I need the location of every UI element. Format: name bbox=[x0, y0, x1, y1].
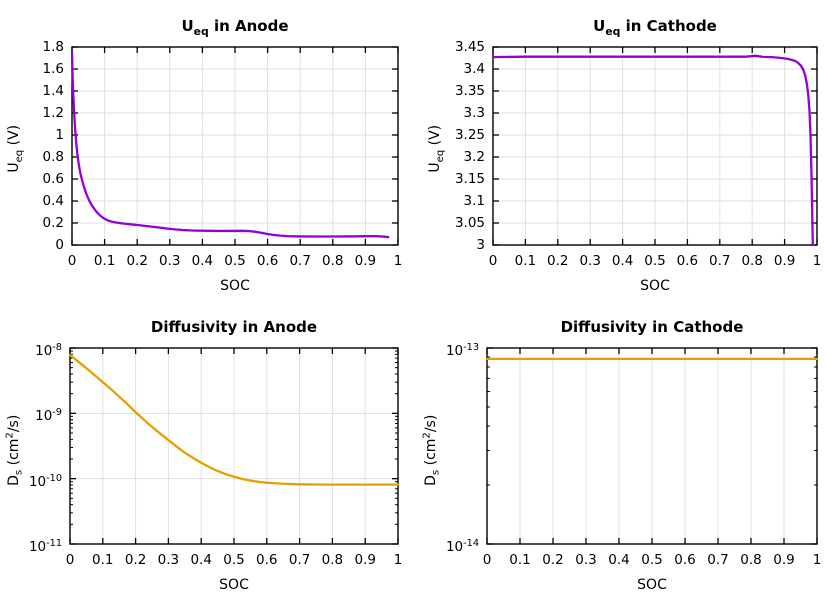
y-tick-label: 0 bbox=[55, 237, 64, 253]
x-tick-label: 0 bbox=[67, 253, 77, 269]
x-tick-label: 0.7 bbox=[289, 253, 311, 269]
y-tick-label: 1.6 bbox=[42, 61, 64, 77]
x-axis-label: SOC bbox=[637, 577, 667, 593]
plot-canvas bbox=[68, 347, 400, 545]
x-tick-label: 0.8 bbox=[741, 253, 763, 269]
y-tick-label: 10-8 bbox=[35, 342, 62, 359]
x-tick-label: 0.5 bbox=[223, 552, 245, 568]
plot-title: Diffusivity in Anode bbox=[150, 318, 318, 336]
x-axis-label: SOC bbox=[219, 577, 249, 593]
x-tick-label: 0.3 bbox=[579, 253, 601, 269]
x-tick-label: 0 bbox=[482, 552, 492, 568]
x-tick-label: 0.8 bbox=[740, 552, 762, 568]
x-tick-label: 0.8 bbox=[322, 253, 344, 269]
y-tick-label: 3.2 bbox=[463, 149, 485, 165]
plot-title: Ueq in Cathode bbox=[593, 17, 717, 38]
y-tick-label: 10-11 bbox=[28, 538, 62, 555]
x-tick-label: 1 bbox=[393, 253, 403, 269]
y-axis-label: Ds (cm2/s) bbox=[421, 414, 442, 486]
y-tick-label: 1.8 bbox=[42, 39, 64, 55]
x-tick-label: 0.5 bbox=[224, 253, 246, 269]
x-tick-label: 0.8 bbox=[321, 552, 344, 568]
x-tick-label: 0.6 bbox=[256, 552, 278, 568]
plot-title: Ueq in Anode bbox=[181, 17, 289, 38]
y-tick-label: 0.4 bbox=[42, 193, 64, 209]
y-tick-label: 3.05 bbox=[454, 215, 485, 231]
y-tick-label: 0.6 bbox=[42, 171, 64, 187]
x-tick-label: 0.4 bbox=[191, 253, 214, 269]
data-series-line bbox=[491, 54, 814, 247]
x-tick-label: 0.4 bbox=[608, 552, 630, 568]
x-tick-label: 0.6 bbox=[676, 253, 699, 269]
x-tick-label: 0.2 bbox=[126, 253, 148, 269]
x-tick-label: 1 bbox=[812, 253, 822, 269]
x-tick-label: 0.6 bbox=[674, 552, 696, 568]
x-tick-label: 0.9 bbox=[354, 253, 377, 269]
x-tick-label: 0.1 bbox=[92, 552, 114, 568]
x-tick-label: 0.1 bbox=[93, 253, 116, 269]
x-tick-label: 0.7 bbox=[709, 253, 731, 269]
x-tick-label: 0.2 bbox=[542, 552, 564, 568]
x-tick-label: 0.9 bbox=[773, 552, 795, 568]
y-tick-label: 3.4 bbox=[463, 61, 485, 77]
x-tick-label: 0 bbox=[488, 253, 498, 269]
y-tick-label: 0.8 bbox=[42, 149, 64, 165]
x-tick-label: 0.5 bbox=[644, 253, 666, 269]
y-tick-label: 10-13 bbox=[445, 342, 479, 359]
x-tick-label: 0.3 bbox=[159, 253, 181, 269]
x-tick-label: 0.7 bbox=[707, 552, 729, 568]
y-tick-label: 3.45 bbox=[454, 39, 485, 55]
y-tick-label: 0.2 bbox=[42, 215, 64, 231]
x-tick-label: 0.2 bbox=[547, 253, 569, 269]
y-tick-label: 1.4 bbox=[42, 83, 64, 99]
plot-canvas bbox=[70, 46, 399, 246]
x-tick-label: 0.4 bbox=[611, 253, 634, 269]
x-axis-label: SOC bbox=[220, 278, 250, 294]
data-series-line bbox=[70, 51, 390, 239]
x-tick-label: 0.1 bbox=[514, 253, 537, 269]
plot-canvas bbox=[485, 347, 819, 545]
y-tick-label: 3.25 bbox=[454, 127, 485, 143]
x-tick-label: 0 bbox=[65, 552, 75, 568]
x-tick-label: 0.5 bbox=[641, 552, 663, 568]
x-tick-label: 0.3 bbox=[575, 552, 597, 568]
x-tick-label: 0.9 bbox=[773, 253, 796, 269]
x-tick-label: 1 bbox=[812, 552, 822, 568]
y-tick-label: 10-14 bbox=[445, 538, 479, 555]
y-tick-label: 3.35 bbox=[454, 83, 485, 99]
y-tick-label: 3.15 bbox=[454, 171, 485, 187]
x-tick-label: 0.9 bbox=[354, 552, 376, 568]
plot-canvas bbox=[491, 46, 818, 247]
y-tick-label: 10-9 bbox=[35, 407, 62, 425]
x-tick-label: 0.7 bbox=[288, 552, 311, 568]
data-series-line bbox=[68, 353, 400, 486]
plot-title: Diffusivity in Cathode bbox=[560, 318, 744, 336]
y-tick-label: 1 bbox=[55, 127, 64, 143]
y-tick-label: 3.1 bbox=[463, 193, 485, 209]
x-tick-label: 0.1 bbox=[509, 552, 531, 568]
x-axis-label: SOC bbox=[640, 278, 670, 294]
x-tick-label: 0.2 bbox=[124, 552, 147, 568]
y-tick-label: 1.2 bbox=[42, 105, 64, 121]
x-tick-label: 0.3 bbox=[157, 552, 180, 568]
x-tick-label: 0.6 bbox=[256, 253, 279, 269]
x-tick-label: 0.4 bbox=[190, 552, 212, 568]
y-tick-label: 3.3 bbox=[463, 105, 485, 121]
y-tick-label: 10-10 bbox=[28, 472, 62, 490]
y-tick-label: 3 bbox=[476, 237, 485, 253]
x-tick-label: 1 bbox=[393, 552, 403, 568]
